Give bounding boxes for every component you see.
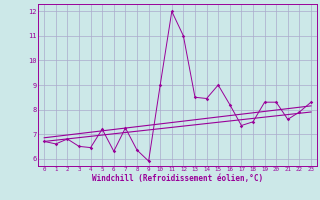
X-axis label: Windchill (Refroidissement éolien,°C): Windchill (Refroidissement éolien,°C)	[92, 174, 263, 183]
